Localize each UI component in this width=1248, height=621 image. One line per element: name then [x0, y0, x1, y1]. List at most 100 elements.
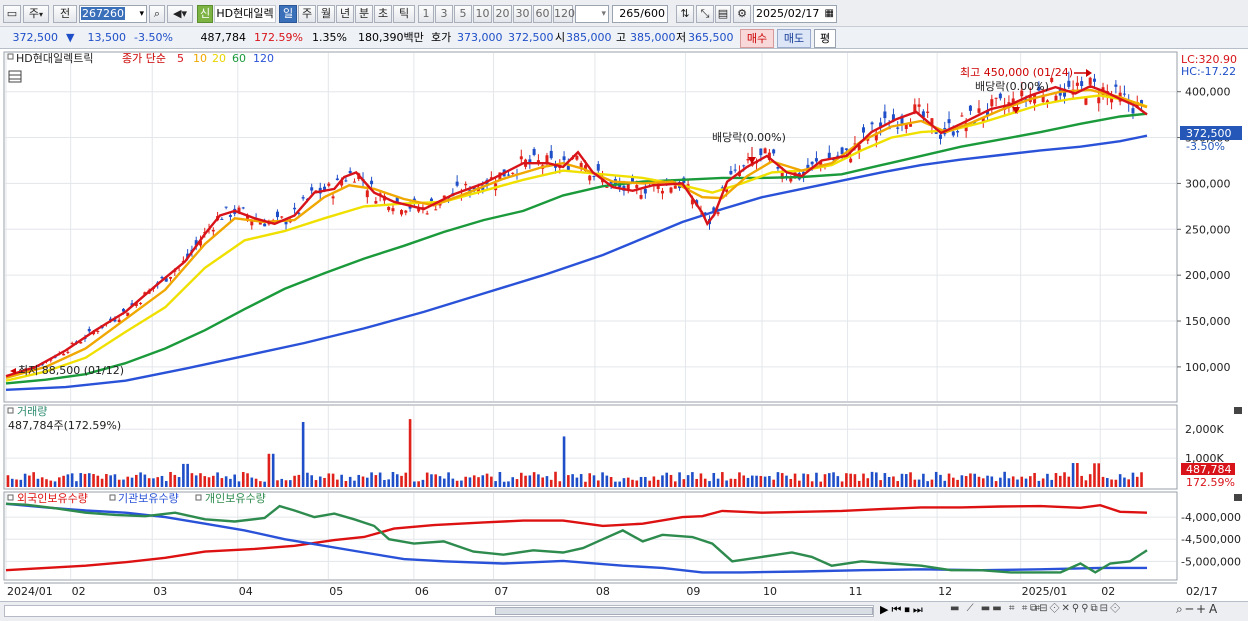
interval-3[interactable]: 3 — [435, 5, 453, 23]
interval-5[interactable]: 5 — [454, 5, 472, 23]
chart-tools[interactable]: ⧉⊟⟐✕⚲⚲⧉⊟⟐ — [1030, 603, 1123, 614]
volume-bar — [96, 475, 100, 487]
price-panel — [3, 51, 1178, 403]
volume-bar — [45, 479, 48, 487]
draw-tool-icon[interactable]: ⤡ — [696, 5, 714, 23]
candle-body — [725, 189, 729, 192]
candle-body — [879, 122, 883, 128]
eval-button[interactable]: 평 — [814, 29, 836, 48]
period-select[interactable]: 주▾ — [23, 5, 49, 23]
volume-bar — [785, 475, 788, 487]
candle-body — [1020, 90, 1024, 97]
collapse-icon[interactable] — [7, 407, 14, 414]
volume-bar — [806, 474, 810, 487]
tab-second[interactable]: 초 — [374, 5, 392, 23]
panel-close-icon[interactable] — [1234, 494, 1242, 501]
zoom-controls[interactable]: ⌕─+A — [1176, 602, 1221, 616]
candle-body — [87, 328, 91, 332]
volume-bar — [425, 472, 429, 487]
volume-bar — [207, 477, 211, 487]
tab-year[interactable]: 년 — [336, 5, 354, 23]
volume-bar — [498, 471, 502, 487]
interval-input[interactable]: ▾ — [575, 5, 609, 23]
save-icon[interactable]: ▤ — [715, 5, 731, 23]
quote-bar: 372,500 ▼ 13,500 -3.50% 487,784 172.59% … — [0, 27, 1248, 49]
collapse-icon[interactable] — [7, 53, 14, 60]
bottom-scrollbar[interactable]: ▶⏮⏹⏭ ▬ ⟋ ▬▬ ⌗ ⌗ ⌗ ⧉⊟⟐✕⚲⚲⧉⊟⟐ ⌕─+A — [0, 601, 1248, 621]
volume-bar — [139, 472, 142, 487]
volume-bar — [318, 476, 322, 487]
candle-body — [323, 186, 327, 192]
volume-bar — [310, 475, 313, 487]
candle-body — [228, 215, 232, 217]
tab-tick[interactable]: 틱 — [393, 5, 415, 23]
candle-body — [241, 207, 245, 209]
count-input[interactable]: 265/600 — [612, 5, 668, 23]
volume-bar — [930, 479, 934, 487]
interval-1[interactable]: 1 — [418, 5, 434, 23]
candle-body — [605, 186, 609, 188]
volume-bar — [1037, 480, 1041, 487]
low-annotation: 최저 88,500 (01/12) — [18, 364, 124, 377]
candle-body — [169, 276, 173, 279]
date-input[interactable]: 2025/02/17 ▦ — [753, 5, 837, 23]
calendar-icon[interactable]: ▦ — [824, 8, 834, 19]
search-icon[interactable]: ⌕ — [149, 5, 165, 23]
collapse-icon[interactable] — [195, 494, 202, 501]
volume-bar — [780, 473, 784, 487]
volume-bar — [267, 453, 271, 487]
playback-controls[interactable]: ▶⏮⏹⏭ — [880, 603, 926, 616]
dividend-annotation-1: 배당락(0.00%) — [712, 131, 786, 144]
candle-body — [284, 221, 288, 225]
candle-body — [160, 276, 164, 279]
price-change-pct: -3.50% — [134, 31, 173, 44]
interval-60[interactable]: 60 — [533, 5, 552, 23]
table-icon[interactable] — [8, 70, 22, 83]
scroll-thumb[interactable] — [495, 607, 873, 615]
chevron-down-icon[interactable]: ▾ — [139, 9, 144, 19]
sell-button[interactable]: 매도 — [777, 29, 811, 48]
volume-bar — [36, 478, 40, 487]
tab-week[interactable]: 주 — [298, 5, 316, 23]
chart-title: HD현대일렉트릭 — [16, 51, 93, 65]
window-menu-icon[interactable]: ▭ — [3, 5, 21, 23]
collapse-icon[interactable] — [7, 494, 14, 501]
candle-body — [977, 108, 981, 113]
panel-close-icon[interactable] — [1234, 407, 1242, 414]
holdings-line-1 — [5, 502, 1147, 574]
collapse-icon[interactable] — [109, 494, 116, 501]
volume-bar — [1063, 472, 1066, 487]
interval-10[interactable]: 10 — [473, 5, 492, 23]
buy-button[interactable]: 매수 — [740, 29, 774, 48]
volume-bar — [442, 478, 446, 487]
candle-body — [904, 124, 908, 130]
volume-bar — [793, 473, 797, 487]
sound-icon[interactable]: ◀▾ — [167, 5, 193, 23]
scroll-track[interactable] — [4, 605, 874, 617]
x-tick-label: 11 — [849, 585, 863, 598]
tab-minute[interactable]: 분 — [355, 5, 373, 23]
volume-bar — [892, 476, 895, 487]
interval-20[interactable]: 20 — [493, 5, 512, 23]
tab-day[interactable]: 일 — [279, 5, 297, 23]
volume-bar — [276, 480, 279, 487]
interval-30[interactable]: 30 — [513, 5, 532, 23]
volume-bar — [6, 475, 10, 487]
volume-bar — [481, 475, 485, 487]
gear-icon[interactable]: ⚙ — [733, 5, 751, 23]
volume-bar — [601, 472, 604, 487]
prev-button[interactable]: 전 — [53, 5, 77, 23]
volume-bar — [768, 476, 771, 487]
x-tick-label: 07 — [494, 585, 508, 598]
new-badge[interactable]: 신 — [197, 5, 213, 23]
candle-body — [417, 208, 421, 212]
volume-bar — [280, 478, 284, 487]
interval-120[interactable]: 120 — [553, 5, 575, 23]
volume-bar — [1076, 463, 1079, 487]
drawing-tools[interactable]: ▬ ⟋ ▬▬ ⌗ ⌗ ⌗ — [950, 603, 1043, 614]
stock-code-input[interactable]: 267260 ▾ — [79, 5, 147, 23]
candle-body — [917, 104, 921, 107]
chart-settings-icon[interactable]: ⇅ — [676, 5, 694, 23]
tab-month[interactable]: 월 — [317, 5, 335, 23]
volume-bar — [763, 476, 767, 487]
